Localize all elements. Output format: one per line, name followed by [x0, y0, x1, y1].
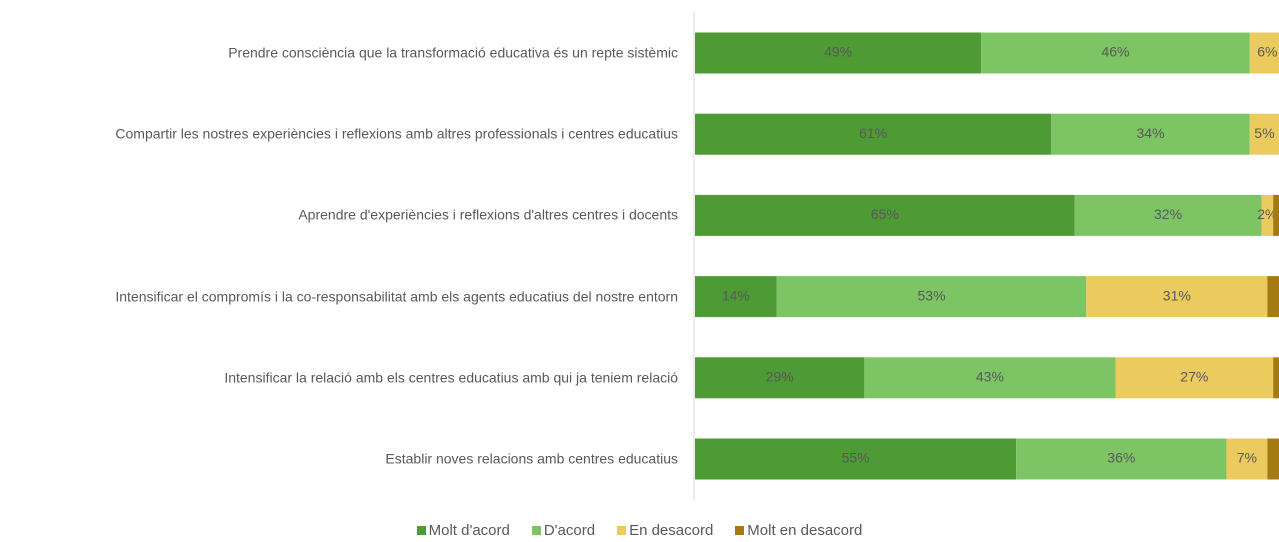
- bar-segment: [695, 32, 982, 74]
- data-label: 27%: [1180, 369, 1208, 385]
- legend-item: D'acord: [531, 522, 596, 539]
- bar-segment: [776, 276, 1087, 318]
- bar-segment: [695, 438, 1017, 480]
- data-label: 65%: [871, 206, 899, 222]
- bar-segment: [1249, 32, 1279, 74]
- data-label: 43%: [976, 369, 1004, 385]
- legend-swatch: [416, 526, 426, 535]
- data-label: 31%: [1163, 287, 1191, 303]
- legend-swatch: [531, 526, 541, 535]
- bar-segment: [1261, 194, 1274, 236]
- data-label: 32%: [1154, 206, 1182, 222]
- data-label: 5%: [1254, 125, 1274, 141]
- category-label: Compartir les nostres experiències i ref…: [115, 125, 678, 142]
- bar-segment: [981, 32, 1250, 74]
- legend-item: En desacord: [617, 522, 713, 539]
- bar-segment: [1115, 357, 1274, 399]
- bar-segment: [695, 113, 1052, 155]
- bar-segment: [1267, 438, 1279, 480]
- legend: Molt d'acord D'acord En desacord Molt en de…: [0, 522, 1279, 539]
- bar-segment: [1267, 276, 1279, 318]
- category-label: Prendre consciència que la transformació…: [228, 44, 678, 61]
- bar-segment: [1074, 194, 1262, 236]
- category-label: Establir noves relacions amb centres edu…: [385, 450, 678, 467]
- legend-label: D'acord: [543, 522, 596, 539]
- bar-segment: [1273, 194, 1279, 236]
- bar-segment: [864, 357, 1116, 399]
- bar-segment: [1086, 276, 1268, 318]
- category-label: Intensificar la relació amb els centres …: [224, 369, 678, 386]
- category-label: Intensificar el compromís i la co-respon…: [115, 288, 678, 305]
- bar-segment: [1016, 438, 1227, 480]
- data-label: 7%: [1237, 450, 1257, 466]
- legend-label: Molt d'acord: [428, 522, 510, 539]
- bar-segment: [695, 276, 777, 318]
- legend-swatch: [735, 526, 745, 535]
- legend-item: Molt d'acord: [416, 522, 510, 539]
- legend-swatch: [617, 526, 627, 535]
- bar-segment: [695, 357, 865, 399]
- data-label: 29%: [766, 369, 794, 385]
- category-label: Aprendre d'experiències i reflexions d'a…: [298, 206, 678, 223]
- data-label: 14%: [722, 287, 750, 303]
- data-label: 6%: [1257, 44, 1277, 60]
- data-label: 36%: [1107, 450, 1135, 466]
- data-label: 46%: [1101, 44, 1129, 60]
- legend-label: En desacord: [629, 522, 714, 539]
- data-label: 55%: [842, 450, 870, 466]
- bar-segment: [1051, 113, 1250, 155]
- data-label: 49%: [824, 44, 852, 60]
- legend-label: Molt en desacord: [747, 522, 863, 539]
- bar-segment: [1226, 438, 1268, 480]
- data-label: 61%: [859, 125, 887, 141]
- bar-segment: [695, 194, 1075, 236]
- data-label: 34%: [1137, 125, 1165, 141]
- bar-segment: [1273, 357, 1279, 399]
- bar-segment: [1249, 113, 1279, 155]
- data-label: 2%: [1257, 206, 1277, 222]
- data-label: 53%: [918, 287, 946, 303]
- legend-item: Molt en desacord: [735, 522, 862, 539]
